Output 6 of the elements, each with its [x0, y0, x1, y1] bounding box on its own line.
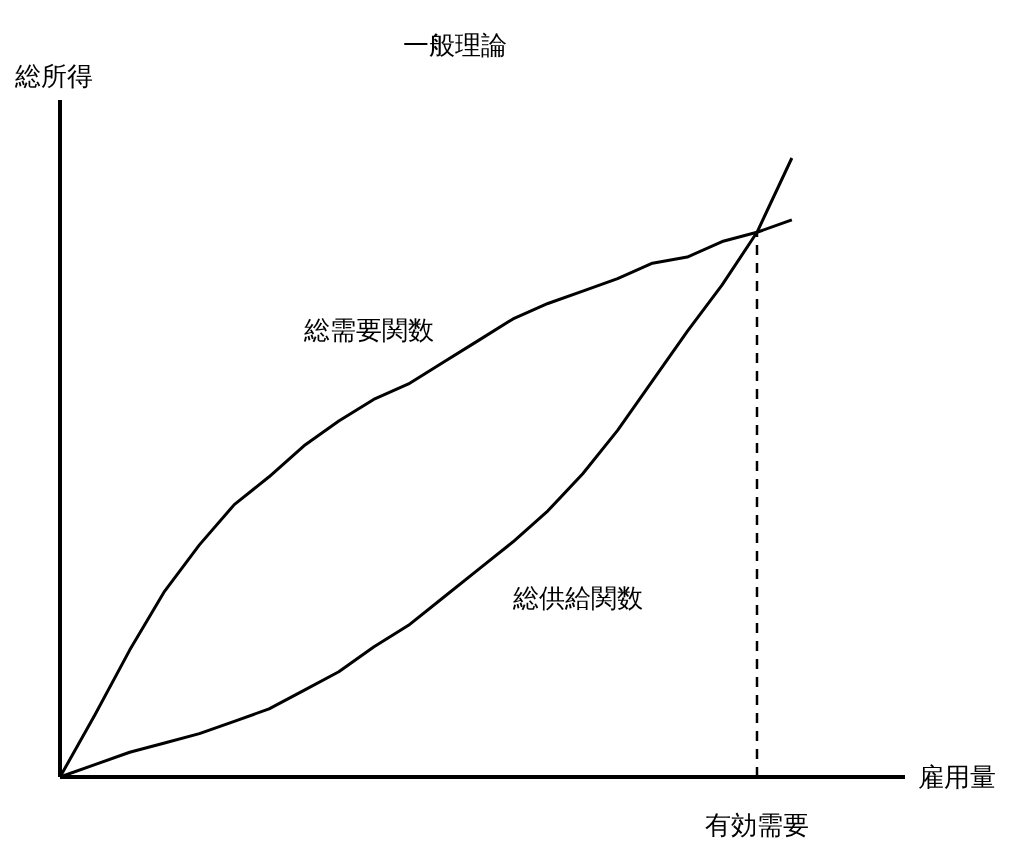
y-axis-title: 総所得: [14, 61, 93, 91]
chart-title: 一般理論: [403, 30, 507, 60]
text: 有効需要: [705, 810, 809, 840]
x-axis-title: 雇用量: [918, 762, 996, 792]
series-label: 総需要関数: [302, 315, 434, 346]
series-label: 総供給関数: [511, 582, 643, 613]
